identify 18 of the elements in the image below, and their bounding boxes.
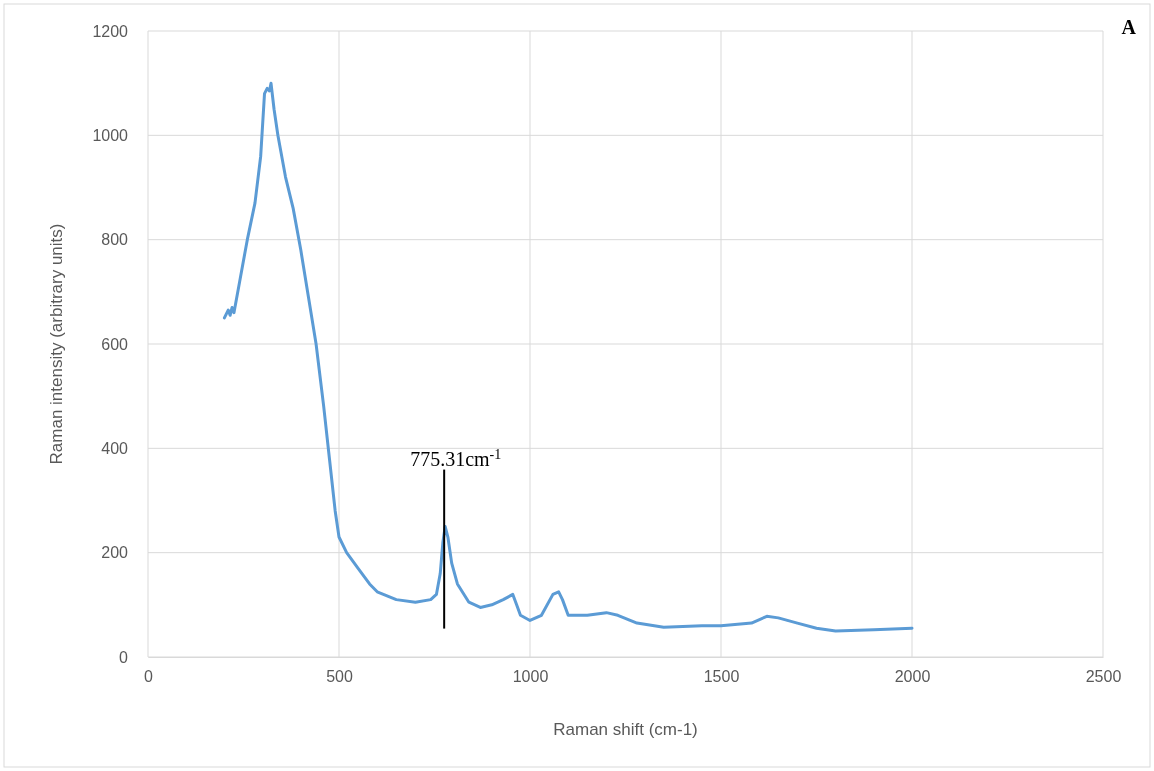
- x-tick-label: 1000: [512, 668, 549, 686]
- x-tick-label: 2500: [1085, 668, 1122, 686]
- x-tick-label: 1500: [703, 668, 740, 686]
- y-tick-label: 1000: [92, 126, 129, 144]
- y-tick-label: 800: [101, 231, 129, 249]
- x-tick-label: 0: [144, 668, 154, 686]
- text: A: [1121, 16, 1137, 38]
- x-axis-title: Raman shift (cm-1): [553, 720, 698, 739]
- y-tick-label: 200: [101, 544, 129, 562]
- line-series: [222, 81, 914, 633]
- x-tick-label: 2000: [894, 668, 931, 686]
- y-axis-title: Raman intensity (arbitrary units): [47, 223, 66, 465]
- y-tick-label: 400: [101, 439, 129, 457]
- annotation: 775.31cm$^{-1}$: [410, 446, 502, 470]
- y-tick-label: 1200: [92, 22, 129, 40]
- y-tick-label: 0: [119, 648, 129, 666]
- y-tick-label: 600: [101, 335, 129, 353]
- x-tick-label: 500: [326, 668, 353, 686]
